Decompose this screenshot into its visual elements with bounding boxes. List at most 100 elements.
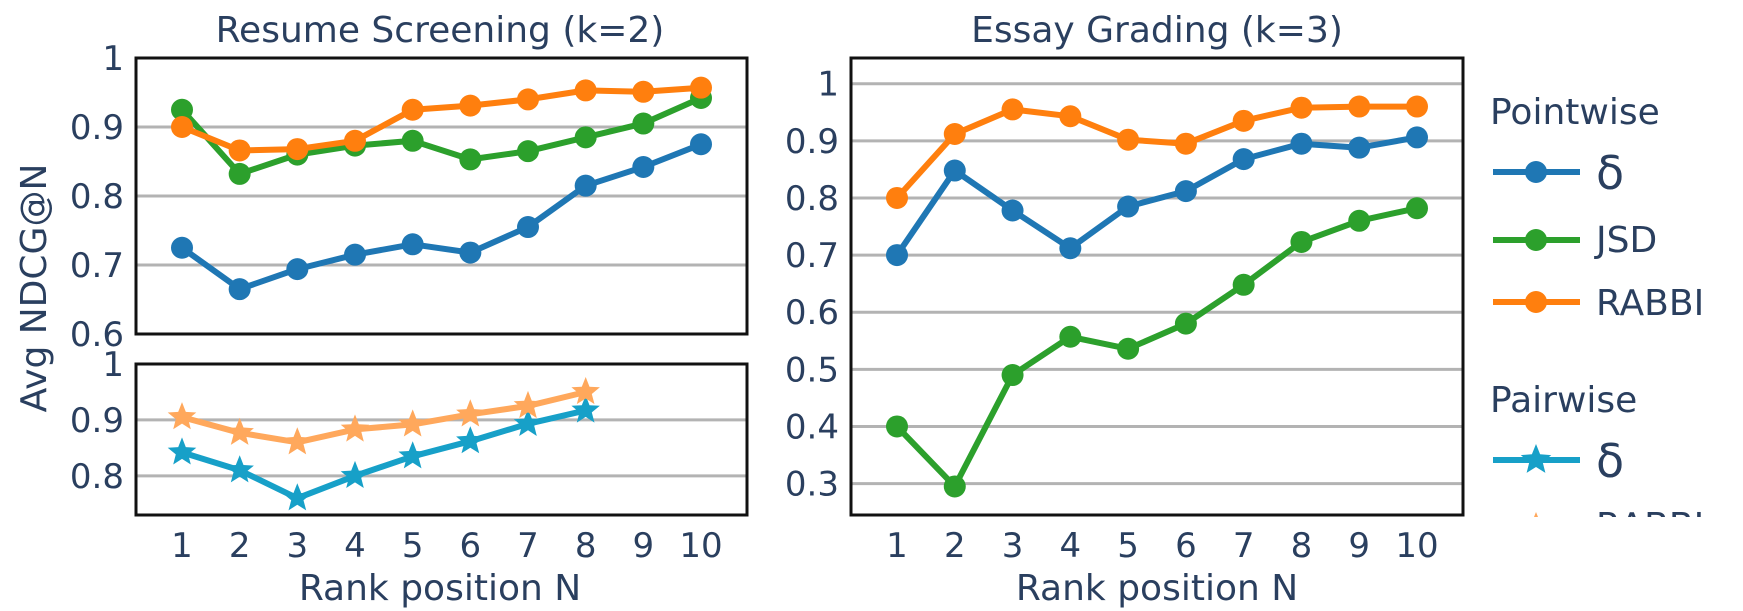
- data-point-rabbi-pointwise[interactable]: [286, 138, 309, 161]
- data-point-jsd-pointwise[interactable]: [171, 98, 193, 121]
- data-point-jsd-pointwise[interactable]: [1232, 273, 1255, 296]
- legend-label-delta: δ: [1596, 146, 1624, 200]
- data-point-delta-pairwise[interactable]: [513, 408, 543, 436]
- legend-pairwise-title: Pairwise: [1490, 380, 1637, 421]
- data-point-rabbi-pointwise[interactable]: [1406, 95, 1428, 118]
- data-point-delta-pointwise[interactable]: [1406, 126, 1428, 149]
- data-point-jsd-pointwise[interactable]: [459, 148, 482, 171]
- y-tick-label: 0.4: [785, 407, 839, 447]
- legend-clip-mask: [1475, 517, 1743, 611]
- data-point-rabbi-pointwise[interactable]: [344, 129, 366, 152]
- x-tick-label: 6: [1175, 526, 1197, 566]
- data-point-rabbi-pointwise[interactable]: [1348, 95, 1371, 118]
- x-tick-label: 4: [1060, 526, 1082, 566]
- x-tick-label: 8: [1291, 526, 1313, 566]
- data-point-delta-pointwise[interactable]: [1059, 237, 1082, 260]
- legend-marker-circle: [1525, 161, 1547, 183]
- data-point-delta-pairwise[interactable]: [398, 441, 427, 469]
- data-point-delta-pointwise[interactable]: [632, 156, 655, 179]
- resume-pairwise-frame: [134, 362, 749, 517]
- data-point-rabbi-pointwise[interactable]: [574, 79, 597, 102]
- series-line-rabbi-pairwise: [181, 389, 587, 446]
- data-point-rabbi-pairwise[interactable]: [398, 409, 427, 437]
- data-point-rabbi-pointwise[interactable]: [517, 88, 539, 111]
- data-point-delta-pointwise[interactable]: [286, 258, 309, 281]
- x-tick-label: 6: [460, 526, 482, 566]
- data-point-rabbi-pairwise[interactable]: [340, 414, 370, 442]
- data-point-delta-pointwise[interactable]: [690, 133, 712, 156]
- data-point-jsd-pointwise[interactable]: [943, 475, 966, 498]
- resume-pointwise-frame: [134, 56, 749, 336]
- data-point-rabbi-pairwise[interactable]: [225, 417, 254, 445]
- data-point-delta-pointwise[interactable]: [943, 159, 966, 182]
- essay-grading-panel: Essay Grading (k=3) 0.3 0.4 0.5 0.6 0.7 0.8 0.…: [785, 10, 1465, 609]
- data-point-delta-pointwise[interactable]: [1290, 132, 1313, 155]
- data-point-jsd-pointwise[interactable]: [632, 112, 655, 135]
- data-point-rabbi-pairwise[interactable]: [283, 427, 312, 455]
- data-point-rabbi-pairwise[interactable]: [456, 399, 485, 427]
- data-point-jsd-pointwise[interactable]: [1290, 230, 1313, 253]
- data-point-delta-pairwise[interactable]: [571, 395, 600, 423]
- legend-label-delta-pairwise: δ: [1596, 434, 1624, 488]
- data-point-delta-pointwise[interactable]: [1174, 180, 1197, 203]
- data-point-rabbi-pointwise[interactable]: [1059, 105, 1082, 128]
- data-point-rabbi-pairwise[interactable]: [513, 390, 543, 419]
- data-point-jsd-pointwise[interactable]: [1059, 325, 1082, 348]
- data-point-rabbi-pointwise[interactable]: [1117, 128, 1140, 151]
- legend-label-rabbi: RABBI: [1596, 283, 1704, 324]
- data-point-rabbi-pointwise[interactable]: [886, 186, 908, 209]
- data-point-delta-pointwise[interactable]: [1117, 195, 1140, 218]
- data-point-jsd-pointwise[interactable]: [1001, 364, 1024, 387]
- data-point-delta-pairwise[interactable]: [283, 483, 312, 511]
- data-point-jsd-pointwise[interactable]: [1348, 209, 1371, 232]
- data-point-jsd-pointwise[interactable]: [1174, 312, 1197, 335]
- data-point-rabbi-pairwise[interactable]: [571, 377, 600, 405]
- data-point-delta-pairwise[interactable]: [225, 455, 254, 483]
- legend-label-jsd: JSD: [1594, 220, 1657, 261]
- data-point-rabbi-pairwise[interactable]: [167, 402, 197, 430]
- data-point-delta-pointwise[interactable]: [401, 233, 424, 256]
- resume-x-axis-label: Rank position N: [299, 568, 581, 609]
- data-point-rabbi-pointwise[interactable]: [1290, 96, 1313, 119]
- data-point-delta-pointwise[interactable]: [1001, 199, 1024, 222]
- data-point-rabbi-pointwise[interactable]: [632, 80, 655, 103]
- legend-item-delta-pairwise[interactable]: δ: [1493, 434, 1624, 488]
- data-point-delta-pointwise[interactable]: [1348, 136, 1371, 159]
- data-point-delta-pairwise[interactable]: [167, 437, 197, 465]
- data-point-rabbi-pointwise[interactable]: [228, 139, 251, 162]
- data-point-rabbi-pointwise[interactable]: [1174, 132, 1197, 155]
- data-point-delta-pairwise[interactable]: [456, 426, 485, 454]
- data-point-delta-pairwise[interactable]: [340, 460, 370, 488]
- data-point-rabbi-pointwise[interactable]: [1001, 98, 1024, 121]
- legend-item-delta-pointwise[interactable]: δ: [1493, 146, 1624, 200]
- data-point-jsd-pointwise[interactable]: [401, 129, 424, 152]
- data-point-jsd-pointwise[interactable]: [1117, 337, 1140, 360]
- data-point-delta-pointwise[interactable]: [171, 236, 193, 259]
- data-point-jsd-pointwise[interactable]: [1406, 197, 1428, 220]
- data-point-rabbi-pointwise[interactable]: [1232, 109, 1255, 132]
- data-point-delta-pointwise[interactable]: [344, 243, 366, 266]
- legend-item-rabbi-pointwise[interactable]: RABBI: [1493, 283, 1704, 324]
- data-point-delta-pointwise[interactable]: [574, 174, 597, 197]
- x-tick-label: 10: [679, 526, 722, 566]
- x-tick-label: 3: [287, 526, 309, 566]
- data-point-jsd-pointwise[interactable]: [574, 126, 597, 149]
- data-point-rabbi-pointwise[interactable]: [401, 98, 424, 121]
- data-point-jsd-pointwise[interactable]: [886, 415, 908, 438]
- data-point-rabbi-pointwise[interactable]: [171, 116, 193, 138]
- legend-marker-star: [1520, 444, 1552, 473]
- data-point-rabbi-pointwise[interactable]: [690, 76, 712, 99]
- data-point-jsd-pointwise[interactable]: [517, 140, 539, 163]
- y-tick-label: 0.6: [70, 315, 124, 355]
- data-point-delta-pointwise[interactable]: [886, 244, 908, 267]
- legend-item-jsd[interactable]: JSD: [1493, 220, 1657, 261]
- data-point-delta-pointwise[interactable]: [228, 278, 251, 301]
- data-point-delta-pointwise[interactable]: [1232, 148, 1255, 171]
- data-point-delta-pointwise[interactable]: [517, 216, 539, 239]
- data-point-rabbi-pointwise[interactable]: [943, 122, 966, 145]
- series-line-jsd-pointwise: [179, 95, 703, 177]
- data-point-delta-pointwise[interactable]: [459, 241, 482, 264]
- data-point-jsd-pointwise[interactable]: [228, 162, 251, 185]
- data-point-rabbi-pointwise[interactable]: [459, 94, 482, 117]
